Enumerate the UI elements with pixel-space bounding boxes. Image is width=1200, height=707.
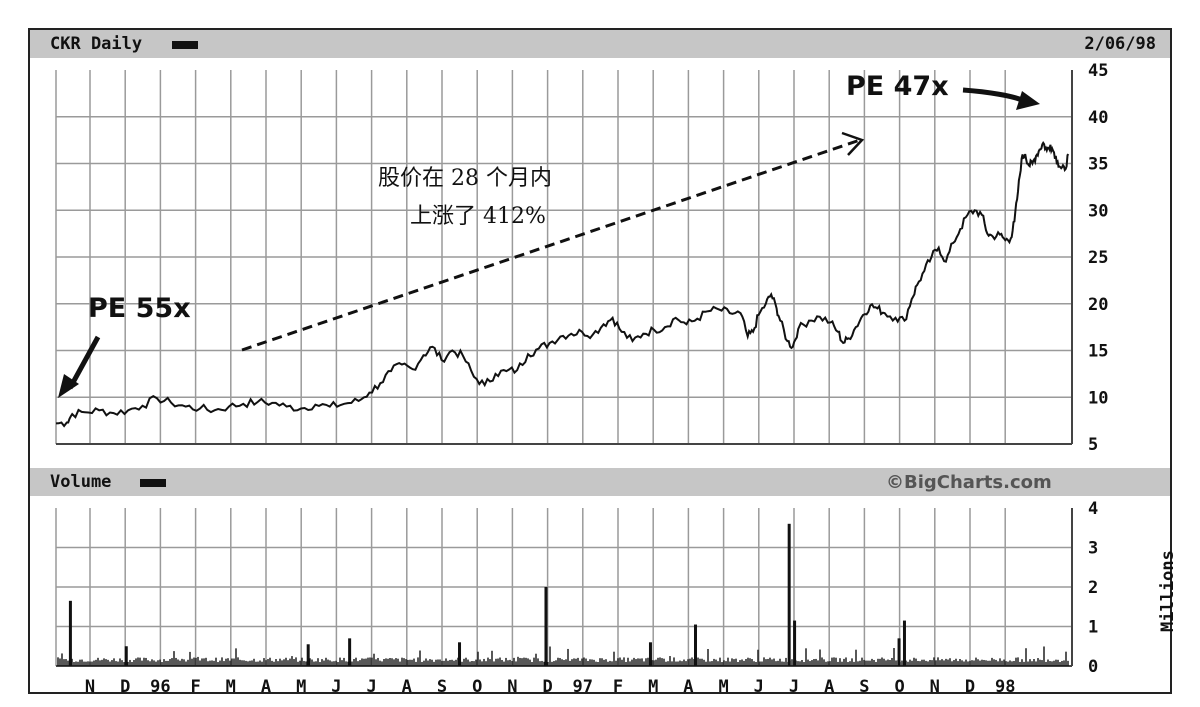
month-tick-label: J xyxy=(366,677,376,697)
month-tick-label: A xyxy=(261,677,271,697)
price-tick-label: 25 xyxy=(1088,248,1108,268)
price-grid xyxy=(55,70,1073,445)
brand-label: ©BigCharts.com xyxy=(886,472,1052,493)
month-tick-label: 96 xyxy=(150,677,170,697)
volume-title: Volume xyxy=(50,472,112,492)
month-tick-label: A xyxy=(402,677,412,697)
month-tick-label: M xyxy=(226,677,236,697)
volume-ticks: 0 1 2 3 4 xyxy=(1088,499,1098,677)
pe-start-arrowhead xyxy=(58,374,79,398)
price-tick-label: 5 xyxy=(1088,435,1098,455)
pe-end-arrowhead xyxy=(1016,91,1040,110)
volume-tick-label: 0 xyxy=(1088,657,1098,677)
volume-spike-bar xyxy=(124,646,128,666)
month-tick-label: J xyxy=(754,677,764,697)
legend-swatch-icon xyxy=(172,41,198,49)
price-line xyxy=(55,141,1070,428)
volume-spike-bar xyxy=(902,620,906,666)
pe-end-label: PE 47x xyxy=(846,71,949,102)
month-tick-label: J xyxy=(789,677,799,697)
rise-annotation-line2: 上涨了 412% xyxy=(410,204,546,229)
volume-spike-bar xyxy=(68,600,72,666)
month-tick-label: S xyxy=(859,677,869,697)
volume-bars xyxy=(57,523,1069,666)
month-tick-label: D xyxy=(120,677,130,697)
price-tick-label: 35 xyxy=(1088,155,1108,175)
price-ticks: 5 10 15 20 25 30 35 40 45 xyxy=(1088,61,1108,455)
chart-date: 2/06/98 xyxy=(1084,34,1156,54)
month-tick-label: 97 xyxy=(573,677,593,697)
volume-spike-bar xyxy=(544,587,548,666)
month-tick-label: M xyxy=(718,677,728,697)
month-tick-label: M xyxy=(648,677,658,697)
chart-title: CKR Daily xyxy=(50,34,143,54)
volume-spike-bar xyxy=(694,624,698,666)
rise-dashed-arrow xyxy=(241,138,861,352)
month-tick-label: N xyxy=(930,677,940,697)
price-tick-label: 20 xyxy=(1088,295,1108,315)
price-header-bar xyxy=(30,30,1170,58)
month-tick-label: M xyxy=(296,677,306,697)
pe-start-arrow-line xyxy=(67,335,101,390)
month-tick-label: J xyxy=(331,677,341,697)
month-tick-label: D xyxy=(542,677,552,697)
price-tick-label: 30 xyxy=(1088,201,1108,221)
month-tick-label: F xyxy=(190,677,200,697)
month-tick-label: D xyxy=(965,677,975,697)
volume-spike-bar xyxy=(648,642,652,666)
month-tick-label: N xyxy=(85,677,95,697)
rise-arrowhead xyxy=(841,131,865,156)
month-tick-label: O xyxy=(894,677,904,697)
volume-tick-label: 4 xyxy=(1088,499,1098,519)
month-tick-label: A xyxy=(824,677,834,697)
volume-spike-bar xyxy=(306,644,310,666)
month-labels: N D 96 F M A M J J A S O N D 97 F M A M J J A S O N D 98 xyxy=(85,677,1016,697)
pe-end-arrow-line xyxy=(962,87,1023,103)
price-tick-label: 45 xyxy=(1088,61,1108,81)
price-tick-label: 40 xyxy=(1088,108,1108,128)
month-tick-label: N xyxy=(507,677,517,697)
price-tick-label: 10 xyxy=(1088,388,1108,408)
volume-spike-bar xyxy=(458,642,462,666)
month-tick-label: 98 xyxy=(995,677,1015,697)
volume-grid xyxy=(55,508,1073,667)
volume-spike-bar xyxy=(793,620,797,666)
volume-tick-label: 1 xyxy=(1088,618,1098,638)
month-tick-label: S xyxy=(437,677,447,697)
chart-frame: CKR Daily 2/06/98 Volume ©BigCharts.com … xyxy=(28,28,1178,694)
volume-legend-icon xyxy=(140,479,166,487)
volume-spike-bar xyxy=(348,638,352,666)
volume-tick-label: 2 xyxy=(1088,578,1098,598)
pe-start-label: PE 55x xyxy=(88,293,191,324)
month-tick-label: A xyxy=(683,677,693,697)
volume-spike-bar xyxy=(787,523,791,666)
price-tick-label: 15 xyxy=(1088,342,1108,362)
volume-tick-label: 3 xyxy=(1088,539,1098,559)
volume-header-bar xyxy=(30,468,1170,496)
month-tick-label: O xyxy=(472,677,482,697)
rise-annotation-line1: 股价在 28 个月内 xyxy=(378,166,552,191)
volume-spike-bar xyxy=(897,638,901,666)
month-tick-label: F xyxy=(613,677,623,697)
